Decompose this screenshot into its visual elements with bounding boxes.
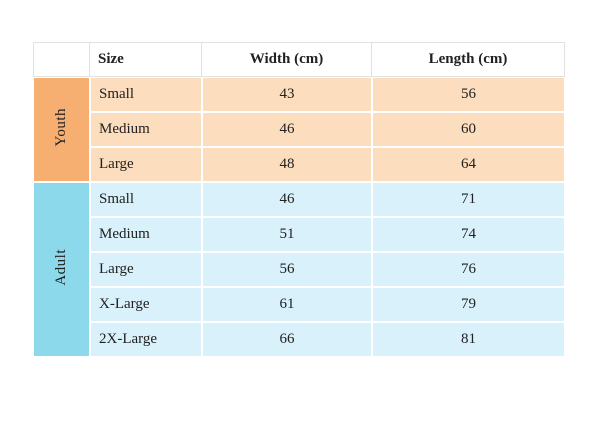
column-header-length: Length (cm) <box>372 42 565 77</box>
table-row: 2X-Large 66 81 <box>33 322 565 357</box>
length-cell: 56 <box>372 77 565 112</box>
column-header-width: Width (cm) <box>202 42 372 77</box>
width-cell: 56 <box>202 252 372 287</box>
header-row: Size Width (cm) Length (cm) <box>33 42 565 77</box>
table-row: Youth Small 43 56 <box>33 77 565 182</box>
column-header-size: Size <box>90 42 202 77</box>
size-cell: Large <box>90 252 202 287</box>
group-label: Adult <box>53 248 69 286</box>
table-row: Adult Small 46 71 <box>33 182 565 357</box>
length-cell: 60 <box>372 112 565 147</box>
table-row: X-Large 61 79 <box>33 287 565 322</box>
length-cell: 74 <box>372 217 565 252</box>
table-row: Large 56 76 <box>33 252 565 287</box>
table-header: Size Width (cm) Length (cm) <box>33 42 565 77</box>
size-chart-table: Size Width (cm) Length (cm) Youth Small … <box>33 42 565 357</box>
table-body: Youth Small 43 56 Medium 46 60 Large 48 … <box>33 77 565 357</box>
table-row: Medium 46 60 <box>33 112 565 147</box>
width-cell: 51 <box>202 217 372 252</box>
length-cell: 76 <box>372 252 565 287</box>
size-cell: 2X-Large <box>90 322 202 357</box>
width-cell: 46 <box>202 112 372 147</box>
group-header-adult: Adult <box>33 182 90 357</box>
size-cell: X-Large <box>90 287 202 322</box>
width-cell: 46 <box>202 182 372 217</box>
corner-cell <box>33 42 90 77</box>
size-cell: Small <box>90 77 202 112</box>
group-label: Youth <box>53 107 69 147</box>
size-cell: Small <box>90 182 202 217</box>
width-cell: 48 <box>202 147 372 182</box>
width-cell: 61 <box>202 287 372 322</box>
table-row: Large 48 64 <box>33 147 565 182</box>
length-cell: 71 <box>372 182 565 217</box>
size-cell: Medium <box>90 112 202 147</box>
size-cell: Medium <box>90 217 202 252</box>
width-cell: 43 <box>202 77 372 112</box>
group-header-youth: Youth <box>33 77 90 182</box>
size-cell: Large <box>90 147 202 182</box>
length-cell: 64 <box>372 147 565 182</box>
length-cell: 79 <box>372 287 565 322</box>
table-row: Medium 51 74 <box>33 217 565 252</box>
length-cell: 81 <box>372 322 565 357</box>
width-cell: 66 <box>202 322 372 357</box>
